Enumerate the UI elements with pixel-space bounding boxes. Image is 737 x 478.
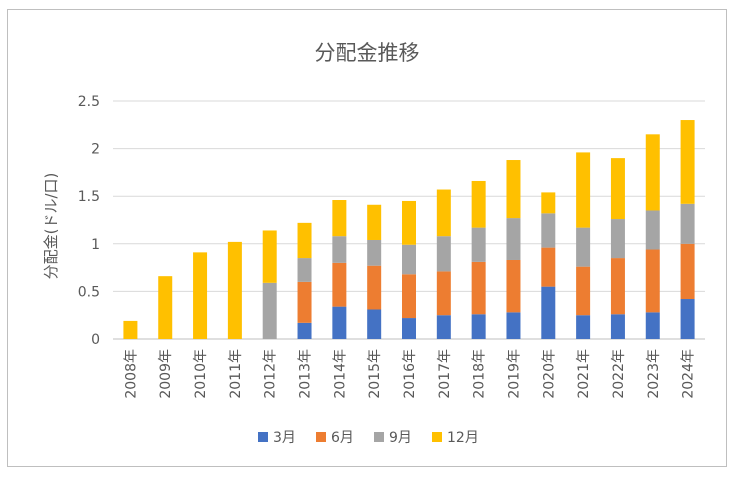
bar-segment <box>610 158 625 220</box>
bar-segment <box>262 230 277 283</box>
chart-title: 分配金推移 <box>315 41 420 65</box>
bar-segment <box>297 322 312 339</box>
legend-label: 9月 <box>389 430 412 446</box>
x-tick-label: 2011年 <box>228 349 244 399</box>
legend-swatch <box>432 432 442 442</box>
bar-segment <box>367 265 382 310</box>
bar-segment <box>680 120 695 204</box>
y-tick-label: 0.5 <box>78 284 100 300</box>
bar-segment <box>471 180 486 228</box>
x-tick-label: 2018年 <box>472 349 488 399</box>
bar-segment <box>402 274 416 319</box>
y-tick-label: 1.5 <box>78 189 100 205</box>
x-tick-label: 2024年 <box>681 349 697 399</box>
x-tick-label: 2016年 <box>402 349 418 399</box>
bar-segment <box>436 315 451 339</box>
x-tick-label: 2015年 <box>367 349 383 399</box>
bar-segment <box>610 258 625 315</box>
bar-segment <box>576 152 591 228</box>
bar-segment <box>541 247 556 287</box>
legend-label: 12月 <box>447 430 479 446</box>
x-tick-label: 2019年 <box>506 349 522 399</box>
bar-segment <box>402 244 416 275</box>
bar-segment <box>610 314 625 339</box>
bar-segment <box>436 236 451 272</box>
bar-segment <box>541 213 556 248</box>
bar-segment <box>332 200 347 237</box>
legend-label: 6月 <box>331 430 354 446</box>
y-tick-label: 0 <box>91 332 100 348</box>
bar-segment <box>297 258 312 282</box>
x-tick-label: 2014年 <box>332 349 348 399</box>
bar-segment <box>332 306 347 339</box>
bar-segment <box>262 282 277 339</box>
x-tick-label: 2012年 <box>263 349 279 399</box>
bar-segment <box>680 243 695 300</box>
legend-swatch <box>258 432 268 442</box>
bar-segment <box>576 315 591 339</box>
bar-segment <box>158 276 173 339</box>
x-tick-label: 2022年 <box>611 349 627 399</box>
bar-segment <box>402 200 416 245</box>
legend-label: 3月 <box>273 430 296 446</box>
bar-segment <box>506 312 521 339</box>
bar-segment <box>471 227 486 262</box>
bar-segment <box>506 160 521 219</box>
bar-segment <box>332 262 347 307</box>
y-tick-label: 2.5 <box>78 94 100 110</box>
legend-swatch <box>316 432 326 442</box>
bar-segment <box>541 286 556 339</box>
legend: 3月 6月 9月 12月 <box>258 430 479 446</box>
x-tick-label: 2010年 <box>193 349 209 399</box>
bar-segment <box>297 222 312 259</box>
bar-segment <box>227 241 242 339</box>
bar-segment <box>610 219 625 259</box>
bar-segment <box>645 134 660 211</box>
y-tick-labels: 0 0.5 1 1.5 2 2.5 <box>78 94 100 348</box>
gridlines <box>113 100 705 340</box>
bar-segment <box>436 189 451 237</box>
y-tick-label: 2 <box>91 142 100 158</box>
bar-segment <box>471 314 486 339</box>
bar-segment <box>367 309 382 339</box>
bar-segment <box>680 299 695 339</box>
bar-segment <box>402 318 416 339</box>
x-tick-label: 2023年 <box>646 349 662 399</box>
y-tick-label: 1 <box>91 237 100 253</box>
bar-segment <box>506 218 521 260</box>
y-axis-label: 分配金(ドル/口) <box>42 173 60 280</box>
legend-swatch <box>374 432 384 442</box>
x-tick-label: 2008年 <box>123 349 139 399</box>
bar-segment <box>576 266 591 316</box>
bar-segment <box>680 203 695 244</box>
bar-segment <box>123 320 138 339</box>
bars <box>123 120 695 339</box>
chart-frame <box>7 9 727 467</box>
bar-segment <box>297 281 312 323</box>
x-tick-label: 2009年 <box>158 349 174 399</box>
x-tick-labels: 2008年 2009年 2010年 2011年 2012年 2013年 2014年 2015年… <box>123 349 696 399</box>
bar-segment <box>576 227 591 267</box>
bar-segment <box>506 259 521 313</box>
bar-segment <box>645 312 660 339</box>
bar-segment <box>541 192 556 214</box>
bar-segment <box>367 239 382 266</box>
x-tick-label: 2020年 <box>541 349 557 399</box>
x-tick-label: 2013年 <box>298 349 314 399</box>
bar-segment <box>367 204 382 240</box>
bar-segment <box>471 261 486 315</box>
bar-segment <box>193 252 208 339</box>
bar-segment <box>332 236 347 263</box>
bar-segment <box>645 249 660 313</box>
bar-segment <box>645 210 660 250</box>
x-tick-label: 2017年 <box>437 349 453 399</box>
x-tick-label: 2021年 <box>576 349 592 399</box>
bar-segment <box>436 271 451 316</box>
